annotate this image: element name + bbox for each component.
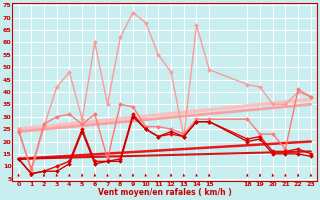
X-axis label: Vent moyen/en rafales ( km/h ): Vent moyen/en rafales ( km/h ): [98, 188, 232, 197]
